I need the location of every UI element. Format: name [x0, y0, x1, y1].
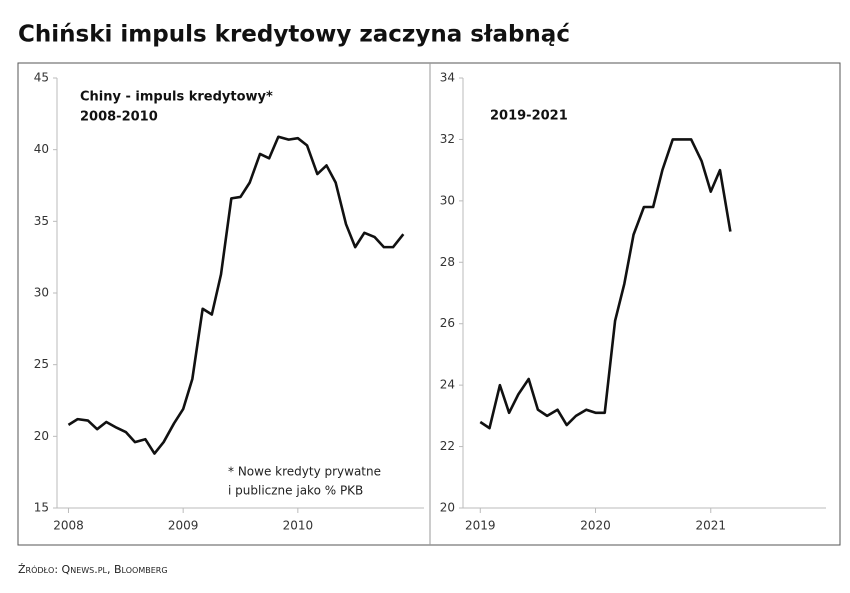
y-tick-label: 20 — [34, 429, 49, 443]
x-tick-label: 2019 — [465, 519, 496, 533]
y-tick-label: 40 — [34, 142, 49, 156]
annotation: Chiny - impuls kredytowy* — [80, 90, 273, 105]
annotation: 2019-2021 — [490, 109, 568, 124]
y-tick-label: 35 — [34, 214, 49, 228]
y-tick-label: 24 — [440, 378, 455, 392]
x-tick-label: 2008 — [53, 519, 84, 533]
page-title: Chiński impuls kredytowy zaczyna słabnąć — [18, 22, 570, 48]
data-line — [67, 135, 405, 455]
y-tick-label: 28 — [440, 255, 455, 269]
annotation: * Nowe kredyty prywatne — [228, 465, 381, 479]
annotation: i publiczne jako % PKB — [228, 484, 363, 498]
y-tick-label: 25 — [34, 357, 49, 371]
annotation: 2008-2010 — [80, 110, 158, 125]
source: Źródło: Qnews.pl, Bloomberg — [18, 563, 168, 576]
y-tick-label: 15 — [34, 501, 49, 515]
y-tick-label: 22 — [440, 439, 455, 453]
y-tick-label: 30 — [34, 286, 49, 300]
y-tick-label: 32 — [440, 132, 455, 146]
data-line — [479, 138, 732, 430]
x-tick-label: 2020 — [580, 519, 611, 533]
x-tick-label: 2009 — [168, 519, 199, 533]
y-tick-label: 20 — [440, 501, 455, 515]
y-tick-label: 30 — [440, 193, 455, 207]
x-tick-label: 2021 — [695, 519, 726, 533]
y-tick-label: 26 — [440, 316, 455, 330]
x-tick-label: 2010 — [283, 519, 314, 533]
y-tick-label: 45 — [34, 71, 49, 85]
y-tick-label: 34 — [440, 71, 455, 85]
frame — [17, 62, 841, 546]
